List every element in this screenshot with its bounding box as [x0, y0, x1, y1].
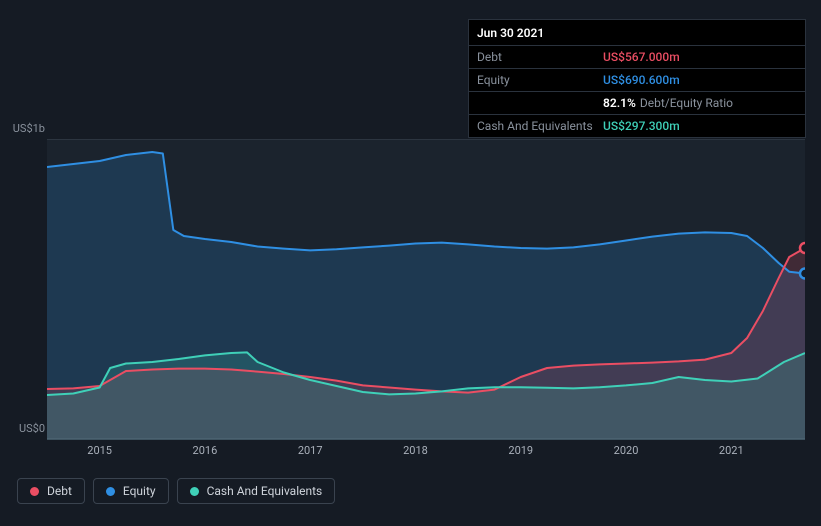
x-axis-tick-label: 2019: [508, 444, 533, 457]
legend-item-debt[interactable]: Debt: [17, 478, 85, 504]
tooltip-value: US$690.600m: [603, 73, 680, 87]
tooltip-value: US$567.000m: [603, 50, 680, 64]
x-axis-tick-label: 2021: [719, 444, 744, 457]
y-axis-label-bottom: US$0: [0, 422, 45, 435]
x-axis-tick-label: 2020: [614, 444, 639, 457]
x-axis-tick-label: 2016: [193, 444, 218, 457]
tooltip-ratio: 82.1% Debt/Equity Ratio: [603, 96, 733, 110]
y-axis-label-top: US$1b: [0, 122, 45, 135]
x-axis-tick-label: 2015: [87, 444, 112, 457]
tooltip-date: Jun 30 2021: [469, 20, 805, 46]
ratio-percent: 82.1%: [603, 96, 636, 110]
debt-equity-chart[interactable]: US$1b US$0 2015201620172018201920202021: [17, 119, 805, 461]
chart-svg: [47, 140, 805, 440]
legend-label: Cash And Equivalents: [207, 484, 323, 498]
chart-tooltip: Jun 30 2021 Debt US$567.000m Equity US$6…: [468, 19, 806, 138]
legend-swatch: [30, 487, 39, 496]
x-axis-tick-label: 2017: [298, 444, 323, 457]
legend-label: Debt: [47, 484, 72, 498]
tooltip-label: Debt: [477, 50, 603, 64]
legend-label: Equity: [123, 484, 156, 498]
legend-item-cash[interactable]: Cash And Equivalents: [177, 478, 336, 504]
tooltip-label: Cash And Equivalents: [477, 119, 603, 133]
tooltip-label: [477, 96, 603, 110]
tooltip-row-debt: Debt US$567.000m: [469, 46, 805, 69]
tooltip-value: US$297.300m: [603, 119, 680, 133]
chart-legend: Debt Equity Cash And Equivalents: [17, 478, 335, 504]
tooltip-label: Equity: [477, 73, 603, 87]
ratio-text: Debt/Equity Ratio: [640, 96, 733, 110]
tooltip-row-ratio: 82.1% Debt/Equity Ratio: [469, 92, 805, 115]
tooltip-row-equity: Equity US$690.600m: [469, 69, 805, 92]
x-axis-labels: 2015 2016 2017 2018 2019 2020 2021: [47, 444, 805, 458]
legend-swatch: [190, 487, 199, 496]
x-axis-tick-label: 2018: [403, 444, 428, 457]
legend-swatch: [106, 487, 115, 496]
plot-area[interactable]: [47, 139, 805, 439]
legend-item-equity[interactable]: Equity: [93, 478, 169, 504]
tooltip-row-cash: Cash And Equivalents US$297.300m: [469, 115, 805, 137]
